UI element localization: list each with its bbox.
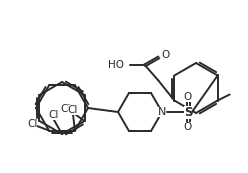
Text: HO: HO	[108, 60, 124, 70]
Text: O: O	[161, 49, 170, 60]
Text: S: S	[184, 106, 192, 119]
Text: N: N	[158, 107, 166, 117]
Text: Cl: Cl	[68, 104, 78, 115]
Text: Cl: Cl	[60, 104, 71, 114]
Text: O: O	[184, 122, 192, 132]
Text: Cl: Cl	[27, 119, 37, 129]
Text: O: O	[184, 92, 192, 102]
Text: Cl: Cl	[49, 110, 59, 120]
